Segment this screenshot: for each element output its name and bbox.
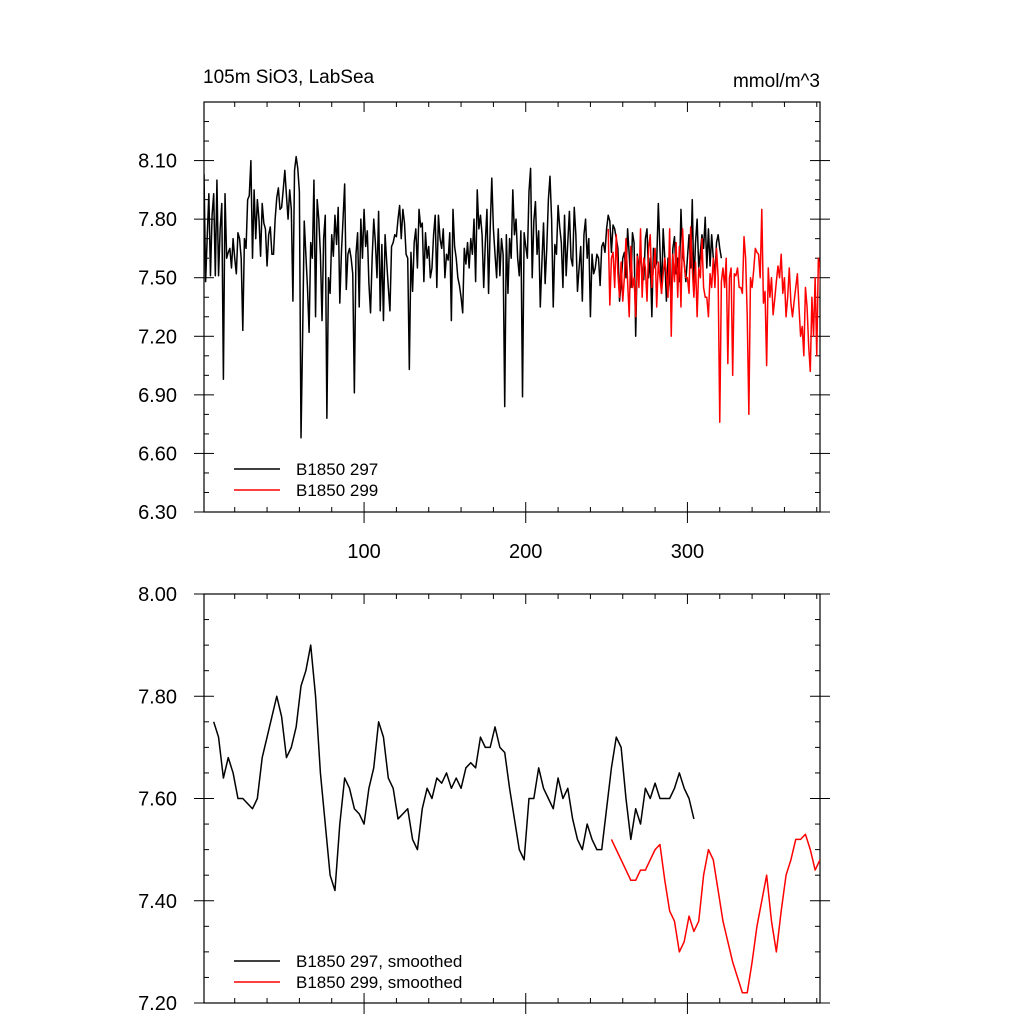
bottom-panel: 7.20 7.40 7.60 7.80 8.00 B1850 297, smoothed B… [138,584,830,1015]
top-legend-label-1: B1850 297 [296,460,378,479]
top-x-tick-label: 100 [347,541,380,563]
top-y-tick-label: 6.90 [138,385,177,407]
units-label: mmol/m^3 [733,71,820,92]
bottom-y-tick-label: 7.40 [138,891,177,913]
bottom-y-tick-label: 7.80 [138,686,177,708]
top-y-tick-label: 8.10 [138,151,177,173]
chart-title: 105m SiO3, LabSea [203,67,375,88]
top-series-line-2 [607,208,820,423]
bottom-series-line-2 [610,833,820,994]
top-y-tick-label: 7.50 [138,268,177,290]
bottom-y-tick-label: 7.20 [138,993,177,1015]
top-y-tick-label: 7.20 [138,326,177,348]
bottom-series-line-1 [212,644,695,892]
bottom-legend-label-2: B1850 299, smoothed [296,973,462,992]
top-legend-label-2: B1850 299 [296,481,378,500]
top-panel: 100 200 300 6.30 6.60 6.90 7.20 7.50 7.80 8.10 B18… [138,101,830,563]
bottom-y-tick-label: 8.00 [138,584,177,606]
top-y-tick-label: 6.30 [138,502,177,524]
top-y-tick-label: 6.60 [138,443,177,465]
bottom-legend-label-1: B1850 297, smoothed [296,952,462,971]
top-x-tick-label: 300 [671,541,704,563]
top-series-line-1 [204,155,723,439]
top-plot-frame [203,101,821,513]
top-x-tick-label: 200 [509,541,542,563]
top-y-tick-label: 7.80 [138,209,177,231]
bottom-y-tick-label: 7.60 [138,789,177,811]
